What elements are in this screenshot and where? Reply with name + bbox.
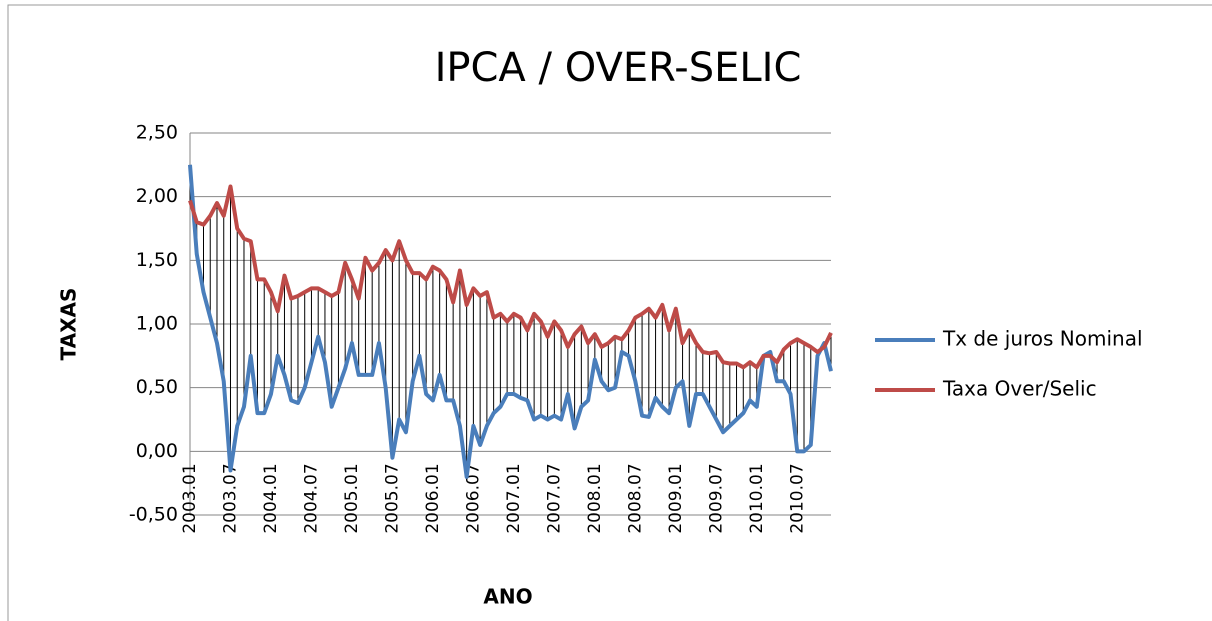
x-tick-label: 2010.07: [787, 463, 807, 533]
x-tick-label: 2005.01: [342, 463, 362, 533]
x-tick-label: 2006.01: [423, 463, 443, 533]
x-tick-label: 2008.07: [625, 463, 645, 533]
y-tick-label: 2,50: [136, 122, 178, 144]
x-tick-label: 2009.07: [706, 463, 726, 533]
chart-title: IPCA / OVER-SELIC: [435, 45, 802, 91]
x-tick-label: 2003.01: [180, 463, 200, 533]
x-tick-label: 2009.01: [666, 463, 686, 533]
x-tick-label: 2003.07: [220, 463, 240, 533]
x-tick-label: 2004.01: [261, 463, 281, 533]
chart-border: [7, 4, 1212, 621]
x-tick-label: 2007.07: [544, 463, 564, 533]
y-tick-label: 2,00: [136, 185, 178, 207]
y-axis-label: TAXAS: [57, 288, 81, 361]
x-tick-label: 2007.01: [504, 463, 524, 533]
legend-label: Tx de juros Nominal: [942, 327, 1143, 351]
x-tick-label: 2008.01: [585, 463, 605, 533]
x-tick-label: 2006.07: [463, 463, 483, 533]
x-tick-label: 2004.07: [301, 463, 321, 533]
x-tick-label: 2005.07: [382, 463, 402, 533]
y-tick-label: 0,00: [136, 440, 178, 462]
x-tick-label: 2010.01: [747, 463, 767, 533]
series-line: [188, 164, 833, 479]
y-tick-label: 0,50: [136, 376, 178, 398]
y-tick-label: -0,50: [129, 504, 178, 526]
y-tick-label: 1,50: [136, 249, 178, 271]
series-line: [188, 184, 833, 370]
x-axis-label: ANO: [483, 585, 532, 609]
legend-label: Taxa Over/Selic: [942, 377, 1097, 401]
y-tick-label: 1,00: [136, 313, 178, 335]
